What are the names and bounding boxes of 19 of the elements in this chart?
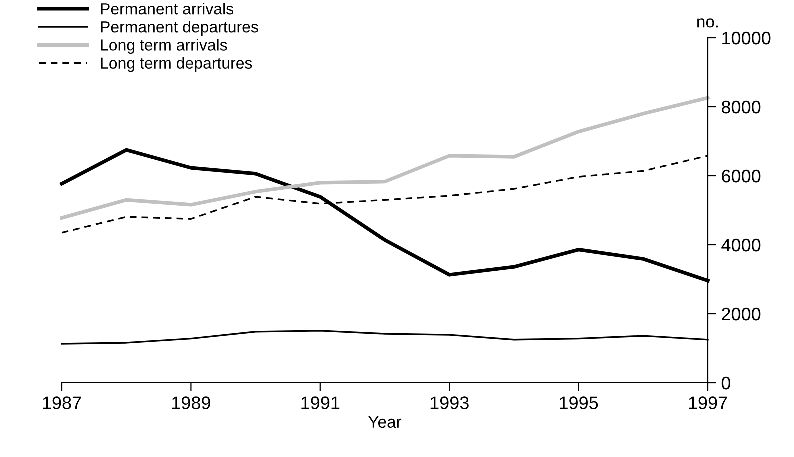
x-tick-label: 1987: [43, 396, 82, 410]
y-tick-label: 2000: [722, 308, 761, 321]
x-axis-title: Year: [368, 416, 402, 428]
y-tick-label: 0: [722, 376, 731, 390]
x-tick-label: 1991: [302, 396, 340, 410]
y-tick-label: 4000: [722, 238, 761, 252]
legend-label: Long term arrivals: [101, 39, 228, 54]
x-tick-label: 1989: [172, 396, 210, 410]
y-tick-label: 6000: [722, 170, 761, 183]
y-axis-title: no.: [698, 18, 718, 28]
x-tick-label: 1993: [430, 396, 469, 410]
y-tick-label: 8000: [722, 100, 761, 114]
legend-label: Long term departures: [101, 57, 252, 72]
legend-label: Permanent departures: [101, 21, 258, 36]
x-tick-label: 1997: [689, 396, 728, 410]
legend-label: Permanent arrivals: [101, 2, 234, 15]
y-tick-label: 10000: [722, 32, 771, 45]
line-series: [60, 96, 710, 220]
x-tick-label: 1995: [560, 396, 598, 410]
